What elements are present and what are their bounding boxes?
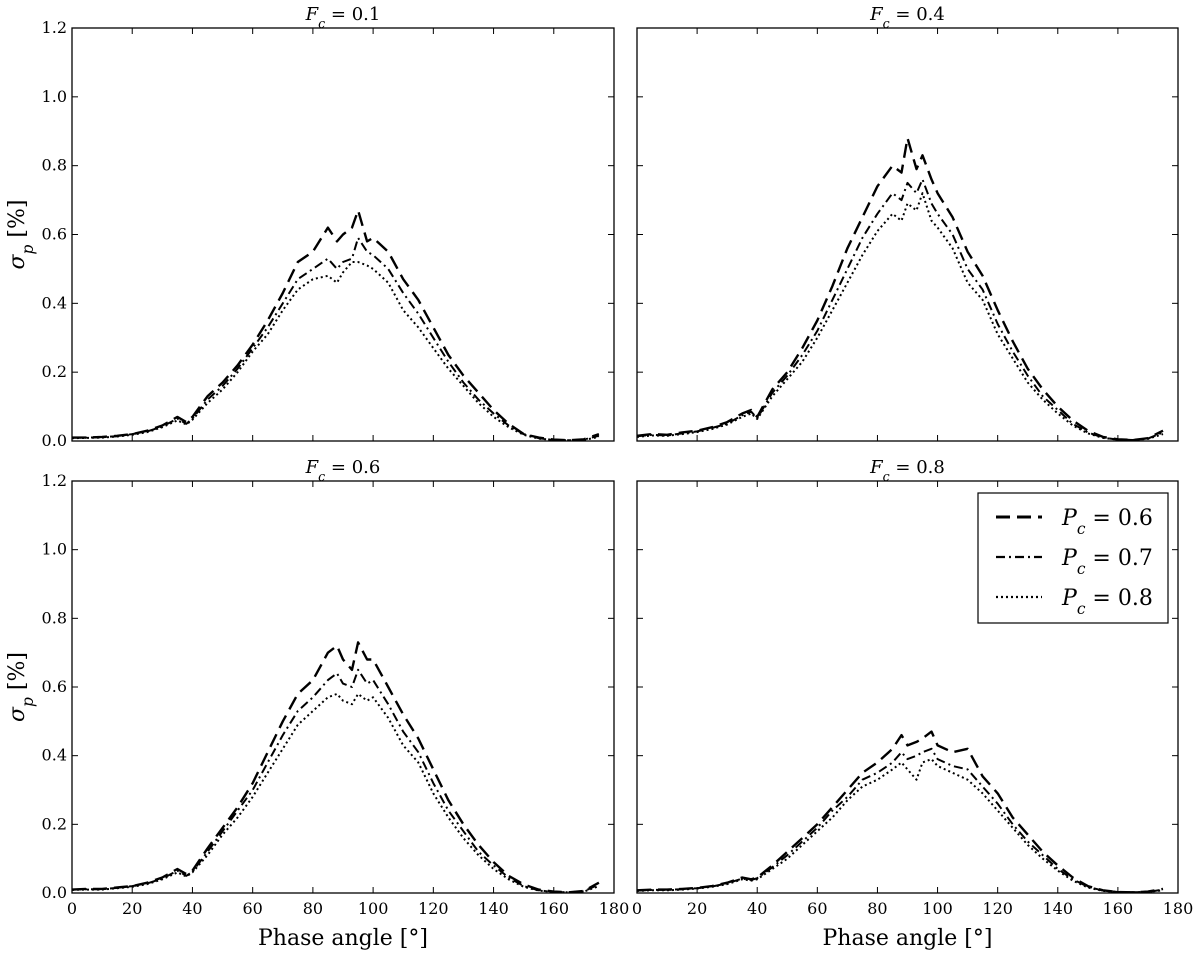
y-tick-label: 0.4	[42, 746, 67, 765]
x-tick-label: 0	[67, 899, 77, 918]
x-tick-label: 80	[867, 899, 887, 918]
y-axis-label: σp [%]	[5, 200, 37, 270]
x-tick-label: 180	[1163, 899, 1194, 918]
x-tick-label: 140	[478, 899, 509, 918]
x-axis-label: Phase angle [°]	[823, 926, 993, 951]
panel-title: Fc = 0.4	[869, 4, 945, 31]
legend: Pc = 0.6 Pc = 0.7 Pc = 0.8	[977, 492, 1169, 624]
y-tick-label: 0.8	[42, 608, 67, 627]
x-tick-label: 160	[539, 899, 570, 918]
y-tick-label: 0.0	[42, 431, 67, 450]
x-tick-label: 160	[1103, 899, 1134, 918]
y-tick-label: 0.4	[42, 293, 67, 312]
series-line-dashdot	[72, 236, 600, 442]
y-tick-label: 0.8	[42, 156, 67, 175]
legend-label: Pc = 0.8	[1061, 586, 1153, 618]
y-tick-label: 1.0	[42, 540, 67, 559]
legend-label: Pc = 0.7	[1061, 546, 1153, 578]
panel-title: Fc = 0.8	[869, 457, 945, 484]
y-tick-label: 0.0	[42, 883, 67, 902]
y-tick-label: 0.6	[42, 225, 67, 244]
y-tick-label: 1.2	[42, 471, 67, 490]
y-tick-label: 1.0	[42, 87, 67, 106]
x-tick-label: 20	[122, 899, 142, 918]
x-tick-label: 80	[303, 899, 323, 918]
x-tick-label: 180	[599, 899, 630, 918]
x-tick-label: 20	[687, 899, 707, 918]
panel-4: 0 20 40 60 80 100 120 140 160 180 Fc = 0.8 Phase an…	[632, 457, 1193, 951]
legend-label: Pc = 0.6	[1061, 506, 1153, 538]
x-tick-label: 0	[632, 899, 642, 918]
x-tick-label: 100	[358, 899, 389, 918]
panel-title: Fc = 0.1	[305, 4, 381, 31]
axes-frame	[71, 480, 615, 894]
series-line-dashed	[71, 641, 600, 894]
series-line-dashed	[72, 209, 600, 442]
x-tick-label: 60	[242, 899, 262, 918]
x-tick-label: 40	[747, 899, 767, 918]
panel-3: 0 20 40 60 80 100 120 140 160 180 0.0 0.2 0.4 0.6 0.8 1…	[5, 457, 629, 951]
x-tick-label: 140	[1043, 899, 1074, 918]
y-tick-label: 0.2	[42, 362, 67, 381]
axes-frame	[636, 27, 1179, 442]
series-line-dashed	[636, 136, 1164, 442]
x-tick-label: 100	[922, 899, 953, 918]
x-axis-label: Phase angle [°]	[258, 926, 428, 951]
series-line-dashdot	[636, 747, 1164, 894]
series-line-dashdot	[71, 668, 600, 894]
x-tick-label: 120	[418, 899, 449, 918]
panel-2: Fc = 0.4	[636, 4, 1179, 442]
series-line-dotted	[71, 692, 600, 894]
y-tick-label: 1.2	[42, 18, 67, 37]
y-tick-label: 0.2	[42, 814, 67, 833]
series-line-dotted	[71, 261, 600, 442]
series-line-dashed	[636, 730, 1164, 894]
panel-1: 0.0 0.2 0.4 0.6 0.8 1.0 1.2 Fc = 0.1 σp [%]	[5, 4, 615, 450]
series-line-dotted	[636, 192, 1164, 441]
series-line-dashdot	[636, 178, 1164, 441]
x-tick-label: 60	[807, 899, 827, 918]
panel-title: Fc = 0.6	[305, 457, 381, 484]
x-tick-label: 40	[182, 899, 202, 918]
y-axis-label: σp [%]	[5, 652, 37, 722]
series-line-dotted	[636, 758, 1164, 894]
x-tick-label: 120	[982, 899, 1013, 918]
y-tick-label: 0.6	[42, 677, 67, 696]
